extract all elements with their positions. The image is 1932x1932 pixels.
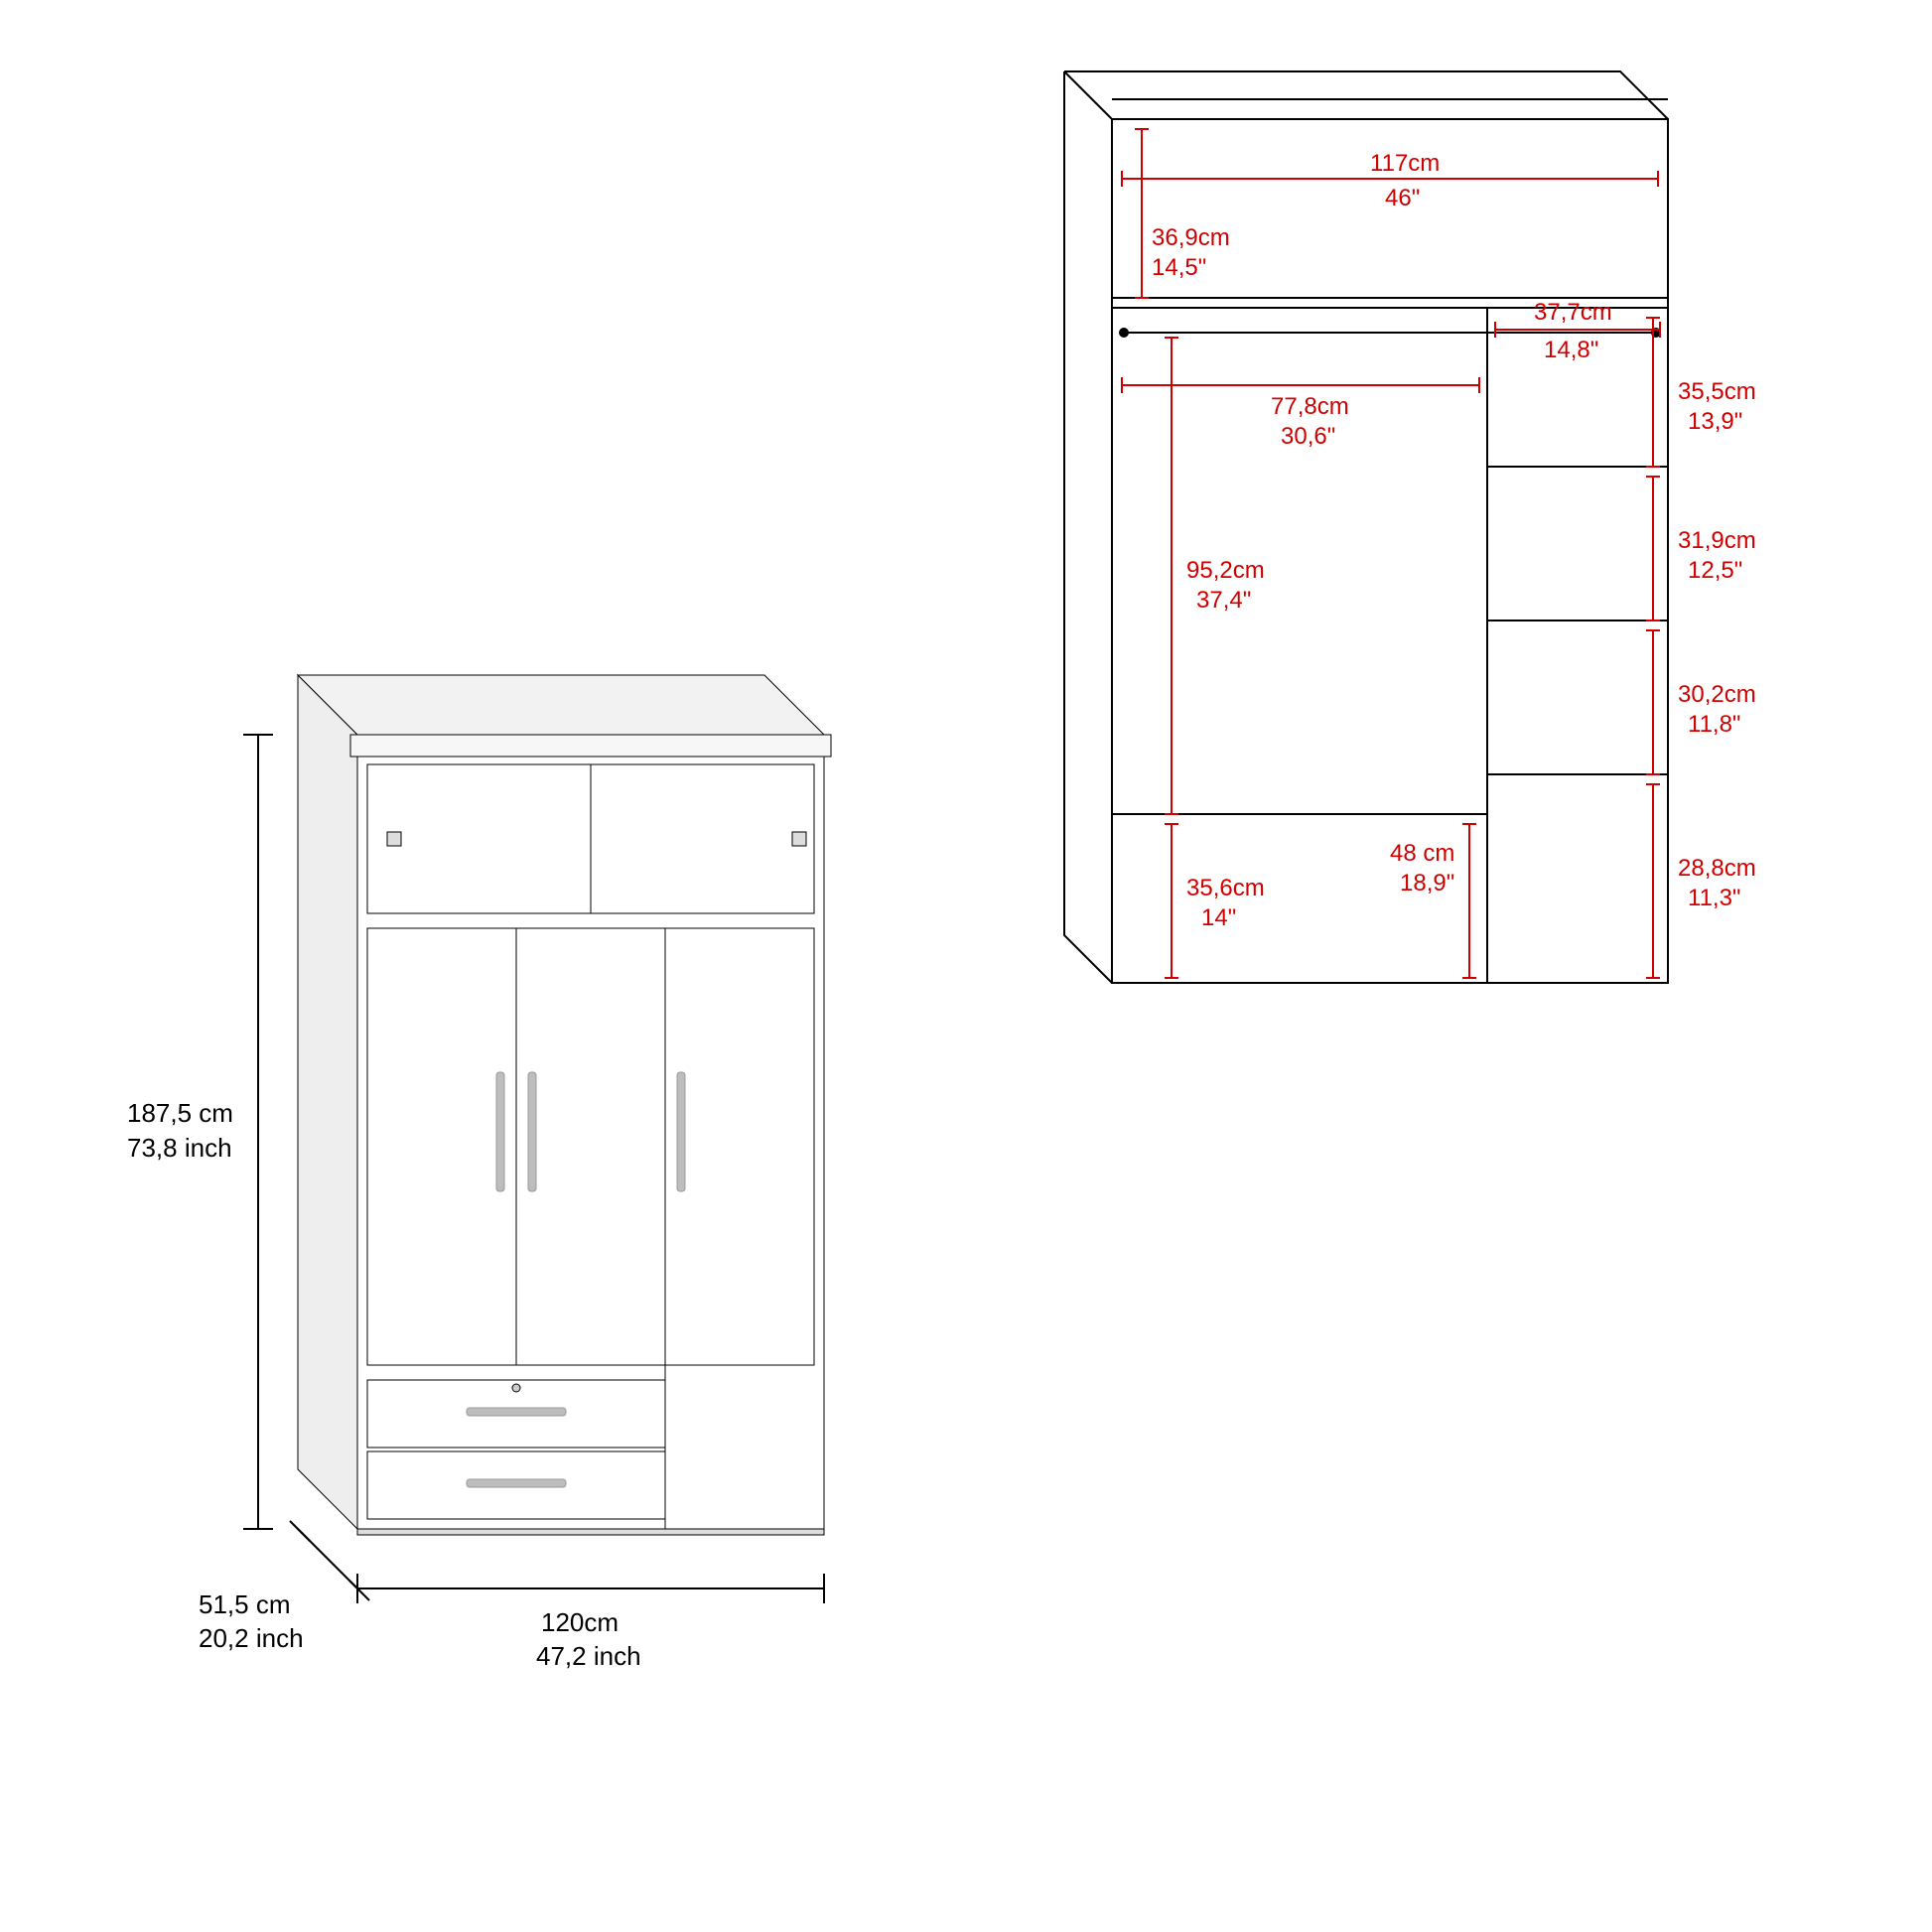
int-s1-cm: 35,5cm [1678,377,1756,407]
interior-diagram [0,0,1932,1932]
int-rw-in: 14,8" [1544,336,1598,365]
int-s2-cm: 31,9cm [1678,526,1756,556]
int-midb-in: 18,9" [1400,869,1454,898]
int-topw-cm: 117cm [1370,149,1440,179]
int-railw-cm: 77,8cm [1271,392,1349,422]
int-hang-in: 37,4" [1196,586,1251,616]
int-s3-cm: 30,2cm [1678,680,1756,710]
int-toph-cm: 36,9cm [1152,223,1230,253]
int-hang-cm: 95,2cm [1186,556,1265,586]
int-midb-cm: 48 cm [1390,839,1454,869]
int-s1-in: 13,9" [1688,407,1742,437]
int-s4-cm: 28,8cm [1678,854,1756,884]
int-topw-in: 46" [1385,184,1420,213]
int-bl-in: 14" [1201,903,1236,933]
int-bl-cm: 35,6cm [1186,874,1265,903]
int-rw-cm: 37,7cm [1534,298,1612,328]
int-railw-in: 30,6" [1281,422,1335,452]
int-toph-in: 14,5" [1152,253,1206,283]
int-s2-in: 12,5" [1688,556,1742,586]
int-s3-in: 11,8" [1688,710,1740,740]
int-s4-in: 11,3" [1688,884,1740,913]
